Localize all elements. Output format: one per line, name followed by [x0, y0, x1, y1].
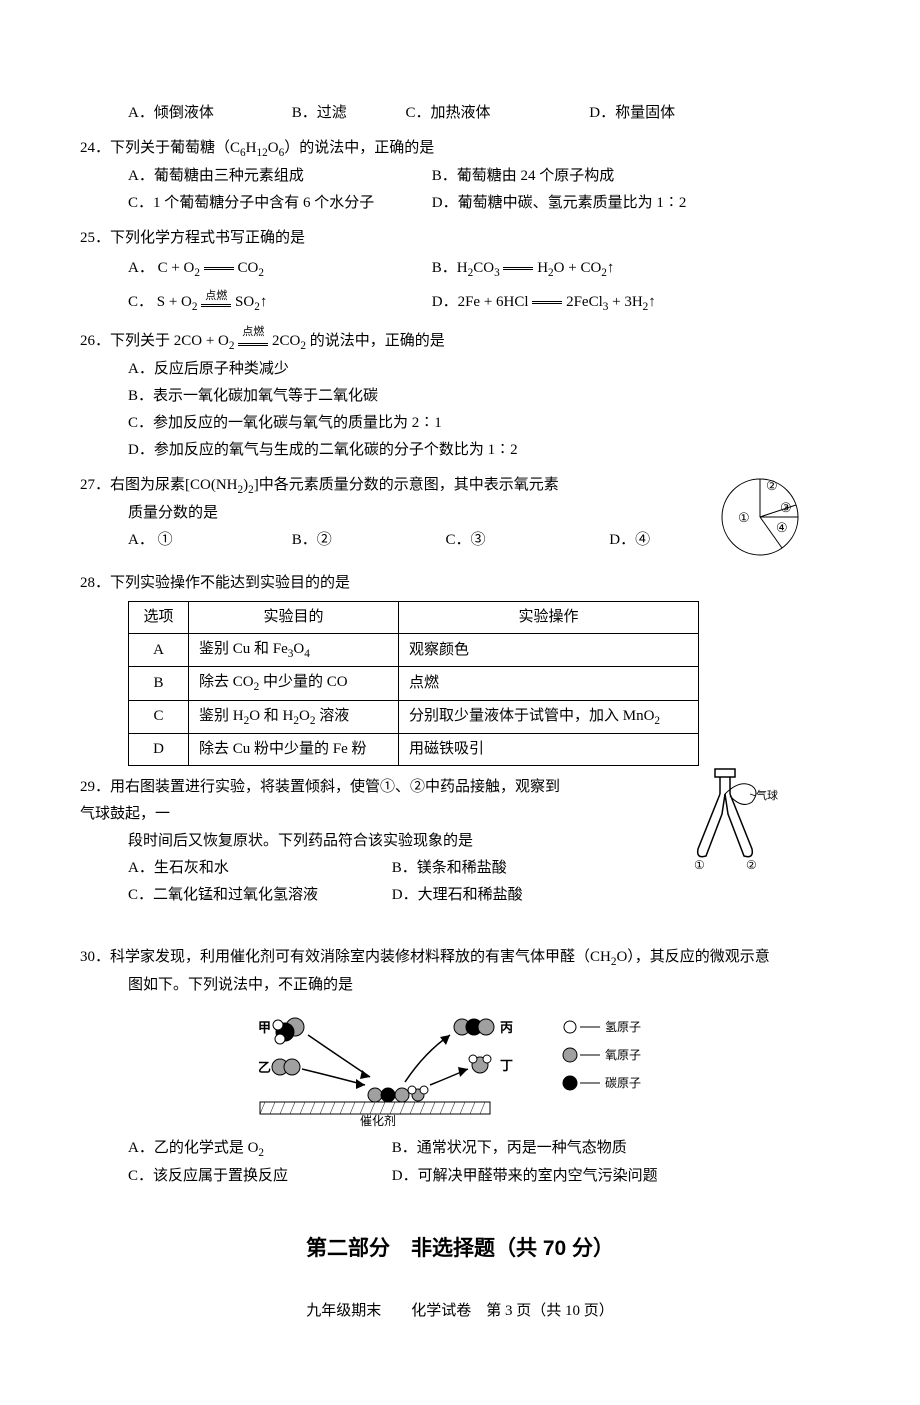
q23-opt-b: B．过滤	[292, 100, 402, 127]
q29-opt-a: A．生石灰和水	[128, 855, 388, 882]
q28-r3c1: 除去 Cu 粉中少量的 Fe 粉	[189, 733, 399, 765]
q24-stem-prefix: 24．下列关于葡萄糖（C	[80, 140, 240, 156]
svg-text:丁: 丁	[500, 1058, 513, 1073]
q26-opt-d: D．参加反应的氧气与生成的二氧化碳的分子个数比为 1∶2	[80, 437, 840, 464]
svg-text:催化剂: 催化剂	[360, 1113, 396, 1127]
svg-text:氢原子: 氢原子	[605, 1019, 641, 1034]
q27-opt-b: B．②	[292, 527, 442, 554]
q28-stem: 28．下列实验操作不能达到实验目的的是	[80, 570, 840, 597]
q25-opt-d: D．2Fe + 6HCl 2FeCl3 + 3H2↑	[432, 286, 656, 320]
q24-opt-c: C．1 个葡萄糖分子中含有 6 个水分子	[128, 190, 428, 217]
q30-opt-c: C．该反应属于置换反应	[128, 1163, 388, 1190]
q23-options: A．倾倒液体 B．过滤 C．加热液体 D．称量固体	[80, 100, 840, 127]
q27-opt-c: C．③	[446, 527, 606, 554]
q23-opt-c: C．加热液体	[406, 100, 586, 127]
q28-r0c2: 观察颜色	[399, 634, 699, 667]
q28-r2c1: 鉴别 H2O 和 H2O2 溶液	[189, 700, 399, 733]
q25-stem: 25．下列化学方程式书写正确的是	[80, 225, 840, 252]
q26-stem-prefix: 26．下列关于 2CO + O	[80, 333, 229, 349]
q28-table: 选项 实验目的 实验操作 A 鉴别 Cu 和 Fe3O4 观察颜色 B 除去 C…	[128, 601, 699, 766]
q24-stem-suffix: ）的说法中，正确的是	[284, 140, 434, 156]
q29-opt-c: C．二氧化锰和过氧化氢溶液	[128, 882, 388, 909]
q29-stem1: 29．用右图装置进行实验，将装置倾斜，使管①、②中药品接触，观察到	[80, 779, 560, 795]
svg-text:乙: 乙	[258, 1060, 271, 1075]
molecule-ding	[469, 1055, 491, 1073]
q24-opt-b: B．葡萄糖由 24 个原子构成	[432, 163, 615, 190]
q30-stem-suffix: O），其反应的微观示意	[616, 949, 769, 965]
q28-r2c2: 分别取少量液体于试管中，加入 MnO2	[399, 700, 699, 733]
balloon-label: 气球	[756, 788, 778, 802]
svg-text:碳原子: 碳原子	[605, 1076, 641, 1090]
svg-text:③: ③	[780, 500, 792, 515]
q30-opt-b: B．通常状况下，丙是一种气态物质	[392, 1135, 627, 1162]
tube1-label: ①	[694, 858, 705, 872]
tube2-label: ②	[746, 858, 757, 872]
q27-stem-prefix: 27．右图为尿素[CO(NH	[80, 477, 238, 493]
molecule-yi	[272, 1059, 300, 1075]
q30-opt-a: A．乙的化学式是 O2	[128, 1135, 388, 1163]
q28-th-1: 实验目的	[189, 602, 399, 634]
q23-opt-d: D．称量固体	[589, 100, 675, 127]
svg-text:①: ①	[738, 510, 750, 525]
q28-r0c1: 鉴别 Cu 和 Fe3O4	[189, 634, 399, 667]
q26-stem-suffix: 的说法中，正确的是	[306, 333, 445, 349]
q29: 气球 ① ② 29．用右图装置进行实验，将装置倾斜，使管①、②中药品接触，观察到…	[80, 774, 840, 909]
q28-r0c0: A	[129, 634, 189, 667]
q30-opt-d: D．可解决甲醛带来的室内空气污染问题	[392, 1163, 658, 1190]
q25-opt-a: A． C + O2 CO2	[128, 252, 428, 286]
molecule-jia	[273, 1018, 304, 1044]
pie-chart-icon: ① ② ③ ④	[710, 472, 810, 562]
q24: 24．下列关于葡萄糖（C6H12O6）的说法中，正确的是 A．葡萄糖由三种元素组…	[80, 135, 840, 217]
q24-opt-d: D．葡萄糖中碳、氢元素质量比为 1∶2	[432, 190, 687, 217]
q27-opt-a: A． ①	[128, 527, 288, 554]
svg-text:②: ②	[766, 478, 778, 493]
page-footer: 九年级期末 化学试卷 第 3 页（共 10 页）	[80, 1298, 840, 1325]
q28-r2c0: C	[129, 700, 189, 733]
svg-text:甲: 甲	[258, 1020, 271, 1035]
q29-stem1-tail: 气球鼓起，一	[80, 806, 170, 822]
q25-opt-b: B．H2CO3 H2O + CO2↑	[432, 252, 615, 286]
q26-opt-c: C．参加反应的一氧化碳与氧气的质量比为 2∶1	[80, 410, 840, 437]
q28-r3c2: 用磁铁吸引	[399, 733, 699, 765]
svg-text:④: ④	[776, 520, 788, 535]
q28-r1c0: B	[129, 667, 189, 700]
q27: ① ② ③ ④ 27．右图为尿素[CO(NH2)2]中各元素质量分数的示意图，其…	[80, 472, 840, 562]
q23-opt-a: A．倾倒液体	[128, 100, 288, 127]
q29-opt-b: B．镁条和稀盐酸	[392, 855, 507, 882]
q28: 28．下列实验操作不能达到实验目的的是 选项 实验目的 实验操作 A 鉴别 Cu…	[80, 570, 840, 766]
svg-text:丙: 丙	[500, 1020, 513, 1035]
q25: 25．下列化学方程式书写正确的是 A． C + O2 CO2 B．H2CO3 H…	[80, 225, 840, 320]
reaction-diagram: 催化剂 甲 乙	[240, 1007, 680, 1127]
svg-text:氧原子: 氧原子	[605, 1048, 641, 1062]
q27-stem-suffix: ]中各元素质量分数的示意图，其中表示氧元素	[254, 477, 559, 493]
q29-opt-d: D．大理石和稀盐酸	[392, 882, 523, 909]
q24-opt-a: A．葡萄糖由三种元素组成	[128, 163, 428, 190]
q26: 26．下列关于 2CO + O2 点燃 2CO2 的说法中，正确的是 A．反应后…	[80, 328, 840, 464]
q26-opt-b: B．表示一氧化碳加氧气等于二氧化碳	[80, 383, 840, 410]
q28-r1c1: 除去 CO2 中少量的 CO	[189, 667, 399, 700]
q30-stem2: 图如下。下列说法中，不正确的是	[80, 972, 840, 999]
flask-diagram-icon: 气球 ① ②	[680, 764, 780, 874]
q30: 30．科学家发现，利用催化剂可有效消除室内装修材料释放的有害气体甲醛（CH2O）…	[80, 944, 840, 1191]
q30-stem-prefix: 30．科学家发现，利用催化剂可有效消除室内装修材料释放的有害气体甲醛（CH	[80, 949, 611, 965]
molecule-bing	[454, 1019, 494, 1035]
q28-th-0: 选项	[129, 602, 189, 634]
q26-opt-a: A．反应后原子种类减少	[80, 356, 840, 383]
q28-th-2: 实验操作	[399, 602, 699, 634]
q28-r3c0: D	[129, 733, 189, 765]
q25-opt-c: C． S + O2 点燃 SO2↑	[128, 286, 428, 320]
part2-title: 第二部分 非选择题（共 70 分）	[80, 1230, 840, 1268]
q28-r1c2: 点燃	[399, 667, 699, 700]
q27-opt-d: D．④	[609, 527, 650, 554]
